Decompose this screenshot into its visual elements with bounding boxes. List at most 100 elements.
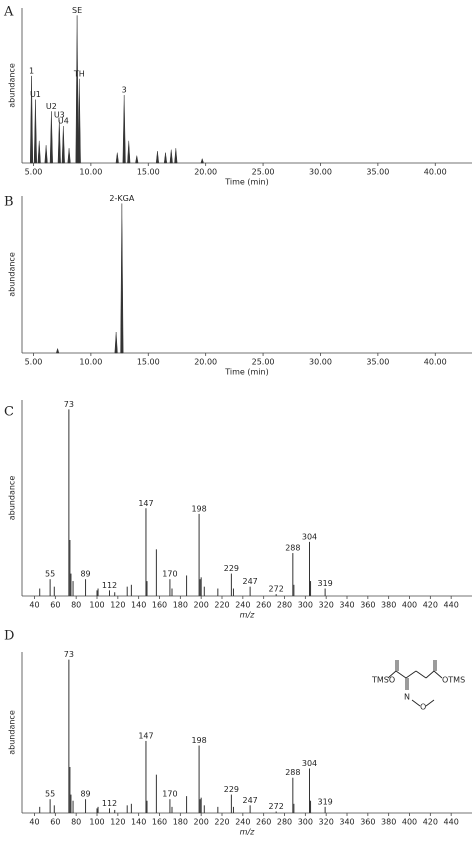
peak — [37, 140, 41, 164]
peak-label: 272 — [269, 585, 284, 594]
peak — [57, 120, 61, 164]
peak-label: 229 — [224, 564, 239, 573]
peak — [163, 152, 168, 164]
peak-label: 304 — [302, 532, 317, 541]
x-tick-label: 15.00 — [137, 358, 160, 367]
x-tick-label: 20.00 — [194, 358, 217, 367]
peak-label: 55 — [45, 790, 55, 799]
x-tick-label: 220 — [214, 818, 229, 827]
structure-label: TMSO — [371, 676, 395, 685]
peak — [122, 95, 126, 164]
x-tick-label: 60 — [50, 601, 60, 610]
bond — [395, 670, 407, 679]
peak — [29, 75, 34, 164]
x-tick-label: 30.00 — [309, 358, 332, 367]
peak-label: TH — [73, 69, 85, 78]
peak — [67, 148, 71, 164]
panel-letter: A — [3, 5, 14, 20]
x-tick-label: 440 — [444, 818, 459, 827]
x-tick-label: 400 — [402, 818, 417, 827]
peak-label: 319 — [317, 797, 332, 806]
peak-label: 73 — [64, 400, 74, 409]
x-tick-label: 300 — [298, 601, 313, 610]
peak-label: 229 — [224, 785, 239, 794]
peak — [174, 148, 178, 164]
peak-label: 112 — [102, 581, 117, 590]
x-tick-label: 440 — [444, 601, 459, 610]
peak — [49, 111, 53, 164]
peak — [61, 126, 65, 164]
x-tick-label: 320 — [319, 818, 334, 827]
peak — [77, 78, 81, 164]
x-axis-label: m/z — [240, 611, 255, 620]
x-tick-label: 320 — [319, 601, 334, 610]
peak-label: U2 — [46, 102, 57, 111]
panel-letter: C — [4, 405, 14, 420]
x-tick-label: 100 — [89, 601, 104, 610]
x-tick-label: 280 — [277, 601, 292, 610]
structure-label: O — [420, 703, 426, 712]
peak-label: 89 — [80, 570, 90, 579]
peak — [33, 99, 37, 164]
peak — [44, 145, 48, 164]
peak — [169, 149, 173, 164]
peak-label: 3 — [122, 86, 127, 95]
x-tick-label: 25.00 — [252, 358, 275, 367]
x-tick-label: 15.00 — [137, 168, 160, 177]
peak-label: U3 — [54, 111, 65, 120]
x-tick-label: 5.00 — [25, 358, 43, 367]
x-tick-label: 240 — [235, 601, 250, 610]
peak-label: 272 — [269, 802, 284, 811]
x-tick-label: 10.00 — [79, 358, 102, 367]
peak — [155, 151, 160, 164]
structure — [387, 660, 443, 707]
y-axis-label: abundance — [8, 63, 17, 108]
x-tick-label: 420 — [423, 818, 438, 827]
x-axis-label: Time (min) — [224, 368, 268, 377]
panel-letter: B — [4, 195, 14, 210]
x-tick-label: 260 — [256, 818, 271, 827]
x-tick-label: 5.00 — [25, 168, 43, 177]
x-tick-label: 80 — [71, 601, 81, 610]
x-tick-label: 360 — [360, 818, 375, 827]
peak — [127, 140, 131, 164]
x-tick-label: 220 — [214, 601, 229, 610]
x-tick-label: 140 — [131, 818, 146, 827]
peak-label: 73 — [64, 650, 74, 659]
x-tick-label: 160 — [152, 601, 167, 610]
x-tick-label: 180 — [173, 601, 188, 610]
peak-label: 288 — [285, 544, 300, 553]
bond — [411, 699, 421, 707]
peak — [120, 203, 124, 354]
x-tick-label: 100 — [89, 818, 104, 827]
peak-label: 198 — [191, 736, 206, 745]
peak-label: 170 — [162, 790, 177, 799]
peak-label: 89 — [80, 790, 90, 799]
x-tick-label: 180 — [173, 818, 188, 827]
x-tick-label: 35.00 — [366, 168, 389, 177]
x-tick-label: 35.00 — [366, 358, 389, 367]
bond — [387, 670, 397, 679]
x-tick-label: 20.00 — [194, 168, 217, 177]
x-tick-label: 340 — [339, 818, 354, 827]
peak-label: 319 — [317, 579, 332, 588]
panel-letter: D — [4, 629, 14, 644]
bond — [425, 670, 435, 679]
x-axis-label: m/z — [240, 828, 255, 837]
x-tick-label: 200 — [194, 818, 209, 827]
y-axis-label: abundance — [8, 476, 17, 521]
peak-label: SE — [72, 6, 82, 15]
peak — [115, 152, 119, 164]
x-tick-label: 420 — [423, 601, 438, 610]
x-tick-label: 260 — [256, 601, 271, 610]
x-tick-label: 340 — [339, 601, 354, 610]
peak-label: 198 — [191, 504, 206, 513]
x-tick-label: 160 — [152, 818, 167, 827]
peak — [55, 347, 60, 354]
bond — [433, 670, 443, 679]
x-tick-label: 25.00 — [252, 168, 275, 177]
x-tick-label: 360 — [360, 601, 375, 610]
x-tick-label: 200 — [194, 601, 209, 610]
y-axis-label: abundance — [8, 252, 17, 297]
peak-label: 147 — [138, 499, 153, 508]
